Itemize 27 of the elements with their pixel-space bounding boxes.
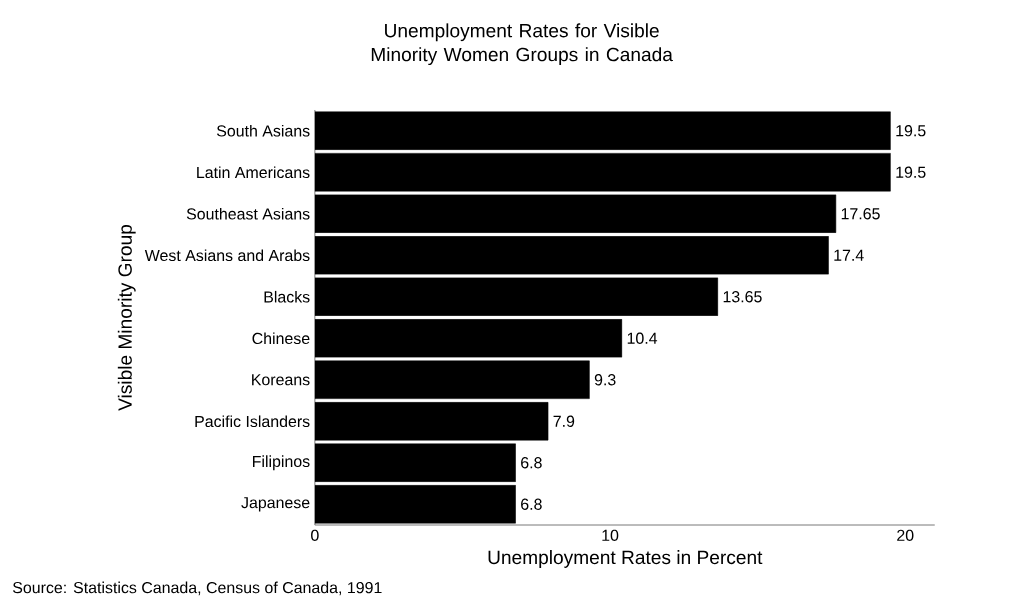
y-axis-title: Visible Minority Group <box>117 224 136 411</box>
data-label: 7.9 <box>553 415 575 427</box>
data-label: 6.8 <box>521 498 542 510</box>
y-tick-label: Pacific Islanders <box>195 415 310 427</box>
x-tick-label: 20 <box>897 529 914 541</box>
y-tick-label: Blacks <box>264 290 310 303</box>
x-tick-label: 0 <box>311 529 319 541</box>
y-tick-label: South Asians <box>216 124 310 137</box>
x-axis-title: Unemployment Rates in Percent <box>488 550 763 568</box>
data-label: 17.4 <box>834 249 864 261</box>
chart-title: Unemployment Rates for Visible Minority Women Groups in Canada <box>371 23 673 65</box>
y-tick-label: West Asians and Arabs <box>144 249 310 261</box>
data-label: 19.5 <box>896 125 926 137</box>
y-tick-label: Filipinos <box>253 455 310 471</box>
y-tick-label: Japanese <box>241 497 310 512</box>
y-tick-label: Latin Americans <box>197 166 310 178</box>
y-tick-label: Koreans <box>252 374 310 386</box>
data-label: 17.65 <box>841 208 880 220</box>
data-label: 6.8 <box>521 457 542 469</box>
data-label: 19.5 <box>896 166 926 178</box>
y-tick-label: Southeast Asians <box>186 207 310 220</box>
data-label: 10.4 <box>627 332 658 344</box>
data-label: 9.3 <box>594 374 616 386</box>
x-tick-label: 10 <box>602 529 619 541</box>
y-tick-label: Chinese <box>252 332 310 344</box>
data-label: 13.65 <box>723 291 762 303</box>
source-note: Source: Statistics Canada, Census of Canada, 1991 <box>12 581 382 596</box>
